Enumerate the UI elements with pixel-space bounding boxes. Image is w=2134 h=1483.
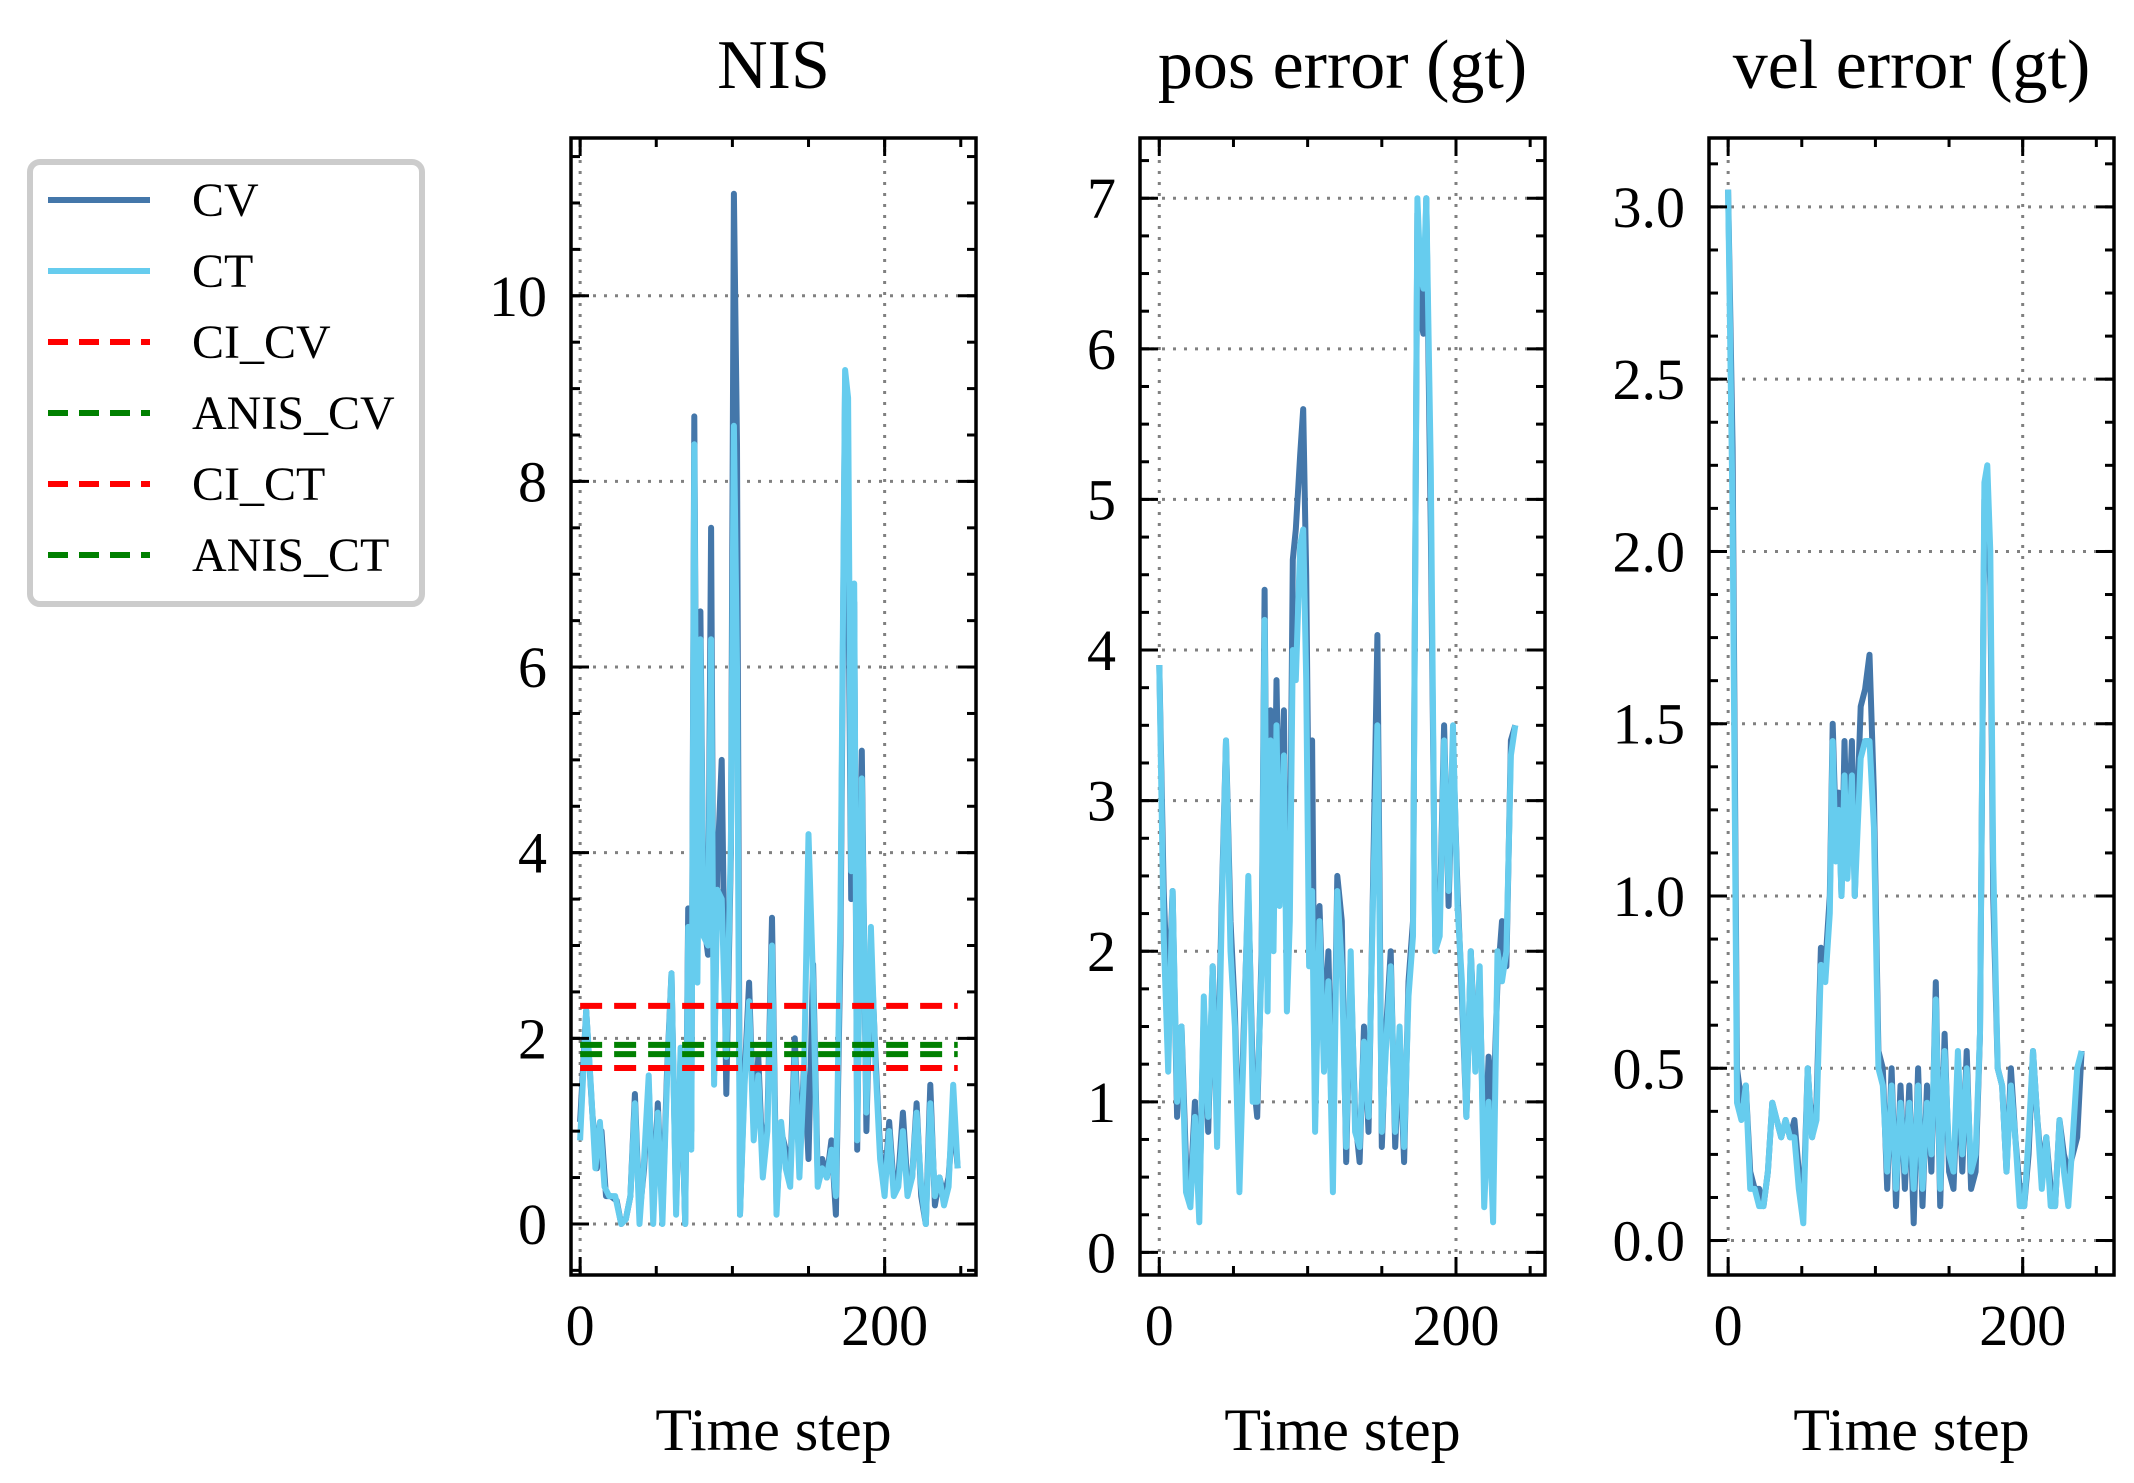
panel-title: vel error (gt) bbox=[1733, 27, 2091, 104]
plot-area bbox=[1725, 189, 2085, 1227]
x-tick-label: 0 bbox=[566, 1293, 595, 1358]
legend-label: CI_CT bbox=[192, 458, 325, 511]
legend-item-ci-ct: CI_CT bbox=[48, 458, 325, 511]
y-tick-label: 6 bbox=[518, 635, 547, 700]
y-tick-label: 2.0 bbox=[1613, 519, 1686, 584]
y-tick-label: 5 bbox=[1087, 467, 1116, 532]
legend-item-anis-cv: ANIS_CV bbox=[48, 387, 395, 440]
y-tick-label: 6 bbox=[1087, 317, 1116, 382]
panel-pos-error: 0 200 0 1 2 3 4 5 6 7 pos error (gt) Time step bbox=[1087, 27, 1547, 1463]
y-tick-label: 4 bbox=[518, 821, 547, 886]
x-tick-label: 0 bbox=[1714, 1293, 1743, 1358]
axes-frame bbox=[1138, 136, 1547, 1277]
x-tick-label: 0 bbox=[1145, 1293, 1174, 1358]
y-tick-label: 2 bbox=[1087, 919, 1116, 984]
legend-item-ci-cv: CI_CV bbox=[48, 316, 331, 369]
panel-title: NIS bbox=[717, 27, 830, 104]
series-line-ct bbox=[1725, 189, 2085, 1227]
legend-label: CT bbox=[192, 245, 253, 298]
x-axis-label: Time step bbox=[1224, 1397, 1460, 1463]
axes-frame bbox=[569, 136, 978, 1277]
axes-frame bbox=[1707, 136, 2116, 1277]
y-tick-label: 0.5 bbox=[1613, 1036, 1686, 1101]
plot-area bbox=[577, 190, 961, 1227]
panel-title: pos error (gt) bbox=[1158, 27, 1527, 104]
legend-label: CV bbox=[192, 174, 259, 227]
y-tick-label: 1.5 bbox=[1613, 692, 1686, 757]
x-tick-label: 200 bbox=[1979, 1293, 2066, 1358]
y-tick-label: 0 bbox=[1087, 1220, 1116, 1285]
panel-nis: 0 200 0 2 4 6 8 10 NIS Time step bbox=[489, 27, 978, 1463]
x-axis-label: Time step bbox=[655, 1397, 891, 1463]
y-tick-label: 0 bbox=[518, 1192, 547, 1257]
series-line-ct bbox=[1156, 195, 1519, 1226]
y-tick-label: 3.0 bbox=[1613, 175, 1686, 240]
legend-item-cv: CV bbox=[48, 174, 259, 227]
y-tick-label: 1 bbox=[1087, 1070, 1116, 1135]
legend-label: ANIS_CT bbox=[192, 529, 389, 582]
y-tick-label: 7 bbox=[1087, 166, 1116, 231]
legend-item-anis-ct: ANIS_CT bbox=[48, 529, 389, 582]
x-tick-label: 200 bbox=[841, 1293, 928, 1358]
legend: CV CT CI_CV ANIS_CV CI_CT ANIS_CT bbox=[27, 159, 425, 607]
legend-item-ct: CT bbox=[48, 245, 253, 298]
y-tick-label: 3 bbox=[1087, 769, 1116, 834]
y-tick-label: 8 bbox=[518, 449, 547, 514]
plot-area bbox=[1156, 195, 1519, 1226]
x-axis-label: Time step bbox=[1793, 1397, 2029, 1463]
legend-label: ANIS_CV bbox=[192, 387, 395, 440]
y-tick-label: 1.0 bbox=[1613, 864, 1686, 929]
y-tick-label: 10 bbox=[489, 264, 547, 329]
x-tick-label: 200 bbox=[1412, 1293, 1499, 1358]
y-tick-label: 2.5 bbox=[1613, 347, 1686, 412]
y-tick-label: 4 bbox=[1087, 618, 1116, 683]
series-line-ct bbox=[577, 367, 961, 1227]
y-tick-label: 2 bbox=[518, 1006, 547, 1071]
y-tick-label: 0.0 bbox=[1613, 1209, 1686, 1274]
panel-vel-error: 0 200 0.0 0.5 1.0 1.5 2.0 2.5 3.0 vel error (gt) T… bbox=[1613, 27, 2116, 1463]
legend-label: CI_CV bbox=[192, 316, 331, 369]
